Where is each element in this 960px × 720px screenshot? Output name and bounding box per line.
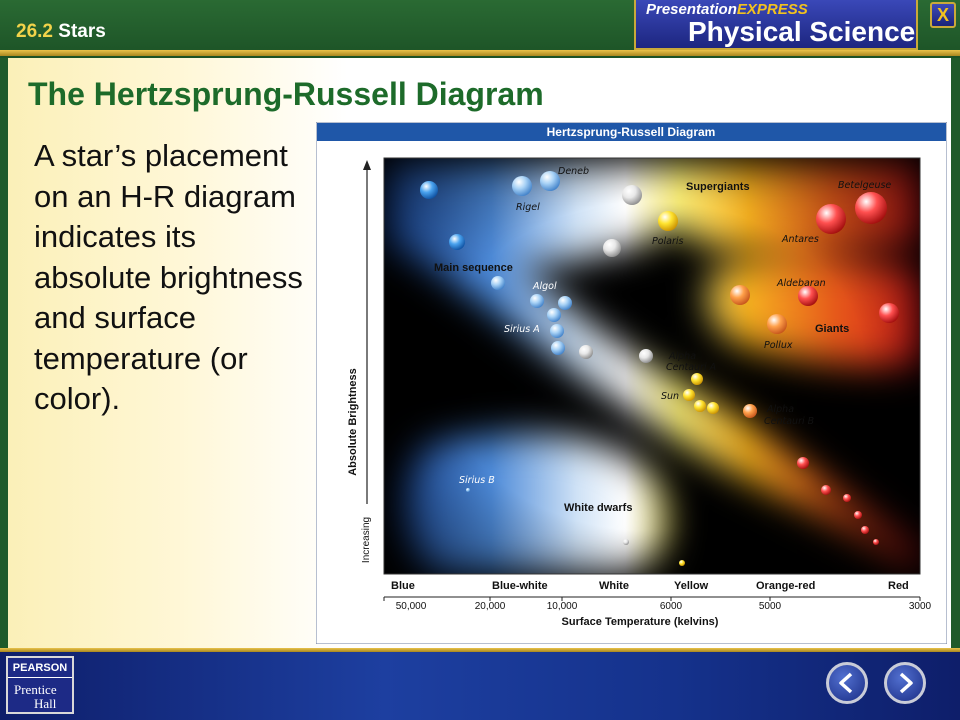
star-sphere-5: [658, 211, 678, 231]
star-sphere-11: [558, 296, 572, 310]
star-label-algol: Algol: [532, 281, 557, 292]
star-sphere-13: [550, 324, 564, 338]
next-button[interactable]: [884, 662, 926, 704]
previous-button[interactable]: [826, 662, 868, 704]
group-label-main-sequence: Main sequence: [434, 262, 513, 274]
color-label-blue-white: Blue-white: [492, 580, 548, 592]
star-sphere-16: [639, 349, 653, 363]
x-axis-label: Surface Temperature (kelvins): [562, 616, 719, 628]
diagram-title-bar: [317, 123, 946, 141]
brand-express: EXPRESS: [736, 1, 808, 18]
star-sphere-34: [679, 560, 685, 566]
chevron-left-icon: [839, 672, 853, 694]
star-sphere-25: [743, 404, 757, 418]
star-sphere-6: [603, 239, 621, 257]
section-number: 26.2: [16, 21, 53, 42]
logo-prentice: Prentice: [14, 682, 57, 697]
star-sphere-15: [579, 345, 593, 359]
star-label-sirius-a: Sirius A: [504, 324, 540, 335]
star-label-antares: Antares: [781, 234, 819, 245]
star-sphere-20: [879, 303, 899, 323]
y-axis-direction: Increasing: [361, 517, 372, 563]
hr-diagram: Hertzsprung-Russell Diagram Absolute Bri…: [316, 122, 947, 644]
star-sphere-32: [466, 488, 470, 492]
star-sphere-31: [873, 539, 879, 545]
brand-top-text: PresentationEXPRESS: [646, 1, 808, 18]
page-title: The Hertzsprung-Russell Diagram: [28, 76, 544, 112]
brand-logo: PresentationEXPRESS Physical Science: [634, 0, 918, 50]
star-sphere-14: [551, 341, 565, 355]
temp-tick-10000: 10,000: [547, 601, 578, 612]
star-label-alpha-centauri-b-2: Centauri B: [764, 416, 814, 427]
star-label-deneb: Deneb: [558, 166, 589, 177]
star-sphere-10: [530, 294, 544, 308]
temp-tick-50000: 50,000: [396, 601, 427, 612]
star-label-betelgeuse: Betelgeuse: [838, 180, 891, 191]
top-bar: 26.2 Stars PresentationEXPRESS Physical …: [0, 0, 960, 58]
star-label-sirius-b: Sirius B: [459, 475, 495, 486]
star-sphere-1: [512, 176, 532, 196]
section-label: 26.2 Stars: [16, 21, 106, 43]
arrowhead-icon: [363, 160, 371, 170]
star-markers: [420, 171, 899, 566]
group-label-supergiants: Supergiants: [686, 181, 750, 193]
star-sphere-8: [855, 192, 887, 224]
star-sphere-18: [798, 286, 818, 306]
group-label-white-dwarfs: White dwarfs: [564, 502, 632, 514]
star-sphere-7: [816, 204, 846, 234]
star-sphere-2: [540, 171, 560, 191]
top-bar-divider: [0, 50, 960, 56]
star-sphere-23: [694, 400, 706, 412]
star-label-aldebaran: Aldebaran: [776, 278, 826, 289]
publisher-logo: PEARSON Prentice Hall: [6, 656, 74, 714]
diagram-title: Hertzsprung-Russell Diagram: [547, 125, 716, 139]
temp-tick-3000: 3000: [909, 601, 932, 612]
star-sphere-29: [854, 511, 862, 519]
right-border: [951, 58, 960, 648]
star-label-alpha-centauri-a-2: Centauri A: [666, 362, 716, 373]
star-sphere-30: [861, 526, 869, 534]
color-label-orange-red: Orange-red: [756, 580, 815, 592]
color-label-yellow: Yellow: [674, 580, 709, 592]
star-sphere-21: [691, 373, 703, 385]
star-label-alpha-centauri-b-1: Alpha: [766, 404, 794, 415]
color-label-white: White: [599, 580, 629, 592]
y-axis-label: Absolute Brightness: [347, 368, 359, 476]
star-sphere-9: [491, 276, 505, 290]
star-sphere-28: [843, 494, 851, 502]
temp-tick-20000: 20,000: [475, 601, 506, 612]
star-sphere-26: [797, 457, 809, 469]
color-label-blue: Blue: [391, 580, 415, 592]
star-label-alpha-centauri-a-1: Alpha: [668, 351, 696, 362]
color-label-red: Red: [888, 580, 909, 592]
star-sphere-22: [683, 389, 695, 401]
star-sphere-33: [623, 539, 629, 545]
star-label-pollux: Pollux: [764, 340, 793, 351]
close-button[interactable]: X: [930, 2, 956, 28]
logo-hall: Hall: [34, 696, 57, 711]
star-sphere-4: [449, 234, 465, 250]
star-label-sun: Sun: [661, 391, 679, 402]
brand-presentation: Presentation: [646, 1, 737, 18]
star-label-rigel: Rigel: [516, 202, 540, 213]
star-sphere-12: [547, 308, 561, 322]
star-sphere-3: [622, 185, 642, 205]
star-label-polaris: Polaris: [652, 236, 684, 247]
bottom-bar: PEARSON Prentice Hall: [0, 648, 960, 720]
bullet-text: A star’s placement on an H-R diagram ind…: [34, 138, 303, 416]
star-sphere-17: [730, 285, 750, 305]
star-sphere-0: [420, 181, 438, 199]
star-sphere-19: [767, 314, 787, 334]
temp-tick-6000: 6000: [660, 601, 683, 612]
star-sphere-24: [707, 402, 719, 414]
chevron-right-icon: [899, 672, 913, 694]
bottom-bar-divider: [0, 648, 960, 652]
star-sphere-27: [821, 485, 831, 495]
section-title: Stars: [58, 21, 106, 42]
logo-pearson: PEARSON: [8, 662, 72, 678]
temp-tick-5000: 5000: [759, 601, 782, 612]
group-label-giants: Giants: [815, 323, 849, 335]
brand-physical-science: Physical Science: [688, 16, 916, 47]
